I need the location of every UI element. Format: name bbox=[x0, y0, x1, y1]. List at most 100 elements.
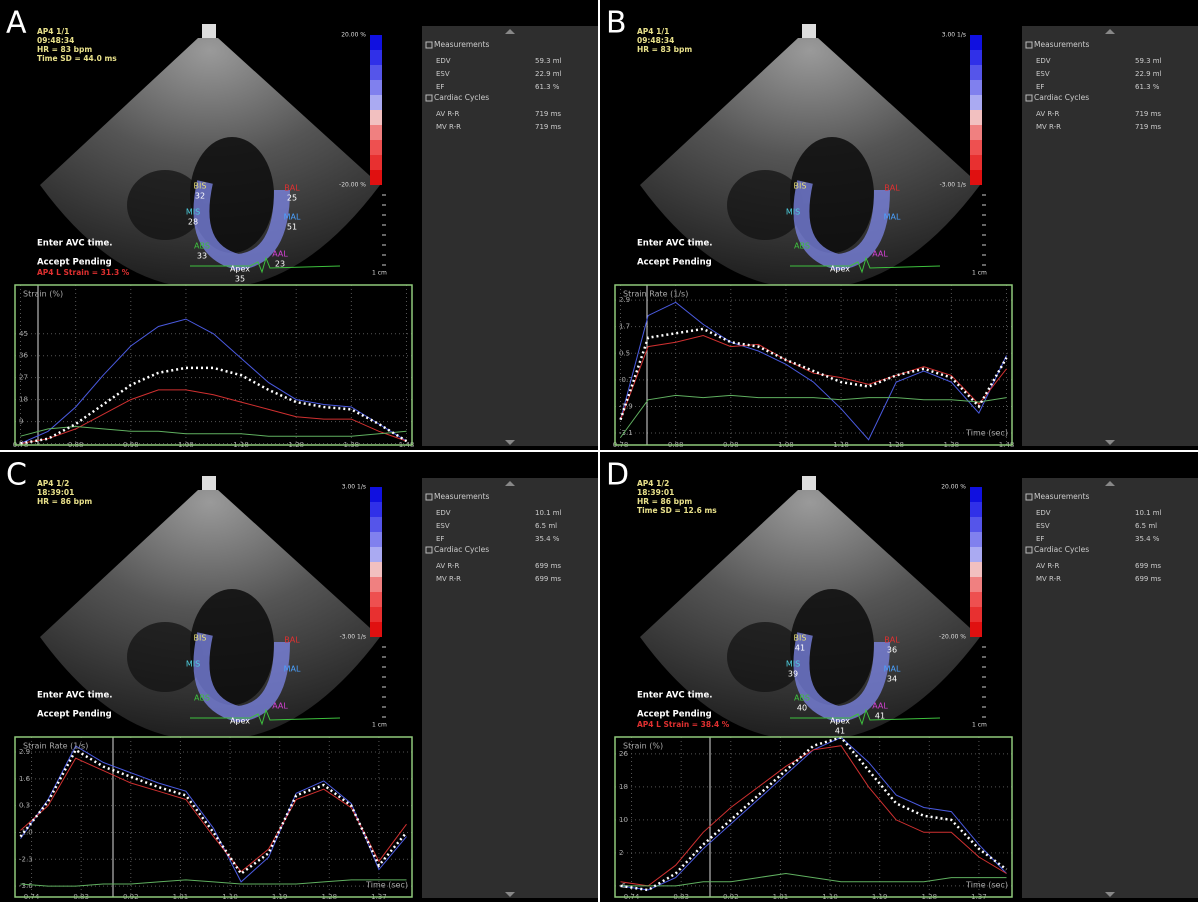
colorbar-cell bbox=[970, 65, 982, 80]
segment-label: AAL bbox=[872, 250, 888, 259]
info-line: Time SD = 12.6 ms bbox=[637, 506, 717, 515]
ecg-trace bbox=[190, 256, 341, 274]
colorbar-cell bbox=[970, 110, 982, 125]
row-value: 6.5 ml bbox=[535, 522, 557, 530]
y-tick-label: 10 bbox=[619, 816, 628, 824]
row-value: 699 ms bbox=[1135, 562, 1161, 570]
colorbar-cell bbox=[370, 517, 382, 532]
strain-curve bbox=[620, 394, 1007, 438]
section-icon bbox=[425, 493, 433, 501]
y-tick-label: -3.1 bbox=[619, 429, 633, 437]
row-value: 699 ms bbox=[535, 575, 561, 583]
colorbar-bottom-label: -3.00 1/s bbox=[940, 182, 966, 189]
scale-label: 1 cm bbox=[372, 722, 387, 729]
info-line: AP4 1/2 bbox=[37, 479, 69, 488]
colorbar-cell bbox=[970, 170, 982, 185]
status-line: Accept Pending bbox=[637, 710, 712, 720]
time-label: Time (sec) bbox=[365, 881, 408, 890]
info-line: 09:48:34 bbox=[637, 36, 674, 45]
info-line: HR = 83 bpm bbox=[37, 45, 92, 54]
scroll-up bbox=[1105, 481, 1115, 486]
row-value: 719 ms bbox=[1135, 123, 1161, 131]
row-value: 699 ms bbox=[1135, 575, 1161, 583]
colorbar-bottom-label: -3.00 1/s bbox=[340, 634, 366, 641]
scroll-down bbox=[505, 440, 515, 445]
strain-curve bbox=[20, 879, 407, 887]
strain-curve bbox=[620, 745, 1007, 887]
colorbar-cell bbox=[370, 110, 382, 125]
segment-value: 23 bbox=[275, 260, 285, 269]
section-title: Measurements bbox=[1034, 40, 1089, 49]
colorbar-cell bbox=[970, 502, 982, 517]
probe bbox=[202, 24, 216, 38]
plot-area bbox=[15, 285, 412, 445]
segment-label: MAL bbox=[284, 213, 301, 222]
y-tick-label: 2 bbox=[619, 849, 623, 857]
segment-label: Apex bbox=[230, 265, 250, 274]
section-icon bbox=[425, 94, 433, 102]
info-line: AP4 1/2 bbox=[637, 479, 669, 488]
strain-curve bbox=[20, 425, 407, 437]
segment-label: BAL bbox=[884, 184, 900, 193]
status-line: Enter AVC time. bbox=[637, 239, 712, 249]
scale-label: 1 cm bbox=[972, 270, 987, 277]
row-value: 719 ms bbox=[1135, 110, 1161, 118]
row-name: AV R-R bbox=[436, 110, 459, 118]
segment-value: 41 bbox=[795, 644, 805, 653]
segment-label: ABS bbox=[194, 694, 210, 703]
status-line: Enter AVC time. bbox=[37, 239, 112, 249]
strain-curve bbox=[619, 327, 1008, 421]
row-name: ESV bbox=[1036, 522, 1050, 530]
segment-label: MAL bbox=[884, 665, 901, 674]
status-line: Accept Pending bbox=[37, 710, 112, 720]
y-tick-label: -3.6 bbox=[19, 882, 33, 890]
segment-value: 28 bbox=[188, 218, 198, 227]
info-line: HR = 83 bpm bbox=[637, 45, 692, 54]
segment-label: BAL bbox=[284, 636, 300, 645]
segment-label: BAL bbox=[884, 636, 900, 645]
row-name: AV R-R bbox=[1036, 110, 1059, 118]
colorbar-cell bbox=[970, 80, 982, 95]
row-value: 22.9 ml bbox=[1135, 70, 1162, 78]
y-tick-label: 26 bbox=[619, 750, 628, 758]
strain-curve bbox=[620, 735, 1008, 892]
colorbar-bottom-label: -20.00 % bbox=[939, 634, 966, 641]
row-value: 35.4 % bbox=[535, 535, 560, 543]
row-value: 61.3 % bbox=[1135, 83, 1160, 91]
chamber bbox=[727, 170, 803, 240]
segment-label: Apex bbox=[230, 717, 250, 726]
y-tick-label: 2.9 bbox=[619, 296, 630, 304]
colorbar-cell bbox=[370, 35, 382, 50]
y-tick-label: 45 bbox=[19, 330, 28, 338]
row-value: 35.4 % bbox=[1135, 535, 1160, 543]
colorbar-cell bbox=[970, 622, 982, 637]
section-title: Measurements bbox=[434, 40, 489, 49]
info-line: 09:48:34 bbox=[37, 36, 74, 45]
segment-label: ABS bbox=[794, 242, 810, 251]
info-line: 18:39:01 bbox=[37, 488, 74, 497]
section-title: Cardiac Cycles bbox=[434, 545, 489, 554]
side-panel bbox=[1022, 478, 1198, 898]
plot-border bbox=[14, 736, 413, 898]
chamber bbox=[727, 622, 803, 692]
chamber bbox=[127, 622, 203, 692]
time-label: Time (sec) bbox=[965, 429, 1008, 438]
row-name: EF bbox=[1036, 535, 1044, 543]
strain-curve bbox=[20, 318, 407, 444]
scroll-down bbox=[1105, 440, 1115, 445]
ecg-trace bbox=[790, 708, 941, 726]
scale-label: 1 cm bbox=[372, 270, 387, 277]
row-name: ESV bbox=[436, 522, 450, 530]
colorbar-cell bbox=[970, 140, 982, 155]
row-value: 10.1 ml bbox=[535, 509, 562, 517]
panel-letter: C bbox=[6, 458, 27, 493]
segment-label: ABS bbox=[194, 242, 210, 251]
axis-label: Strain Rate (1/s) bbox=[23, 742, 88, 751]
probe bbox=[202, 476, 216, 490]
colorbar-cell bbox=[370, 607, 382, 622]
row-name: ESV bbox=[436, 70, 450, 78]
segment-label: BIS bbox=[194, 182, 207, 191]
